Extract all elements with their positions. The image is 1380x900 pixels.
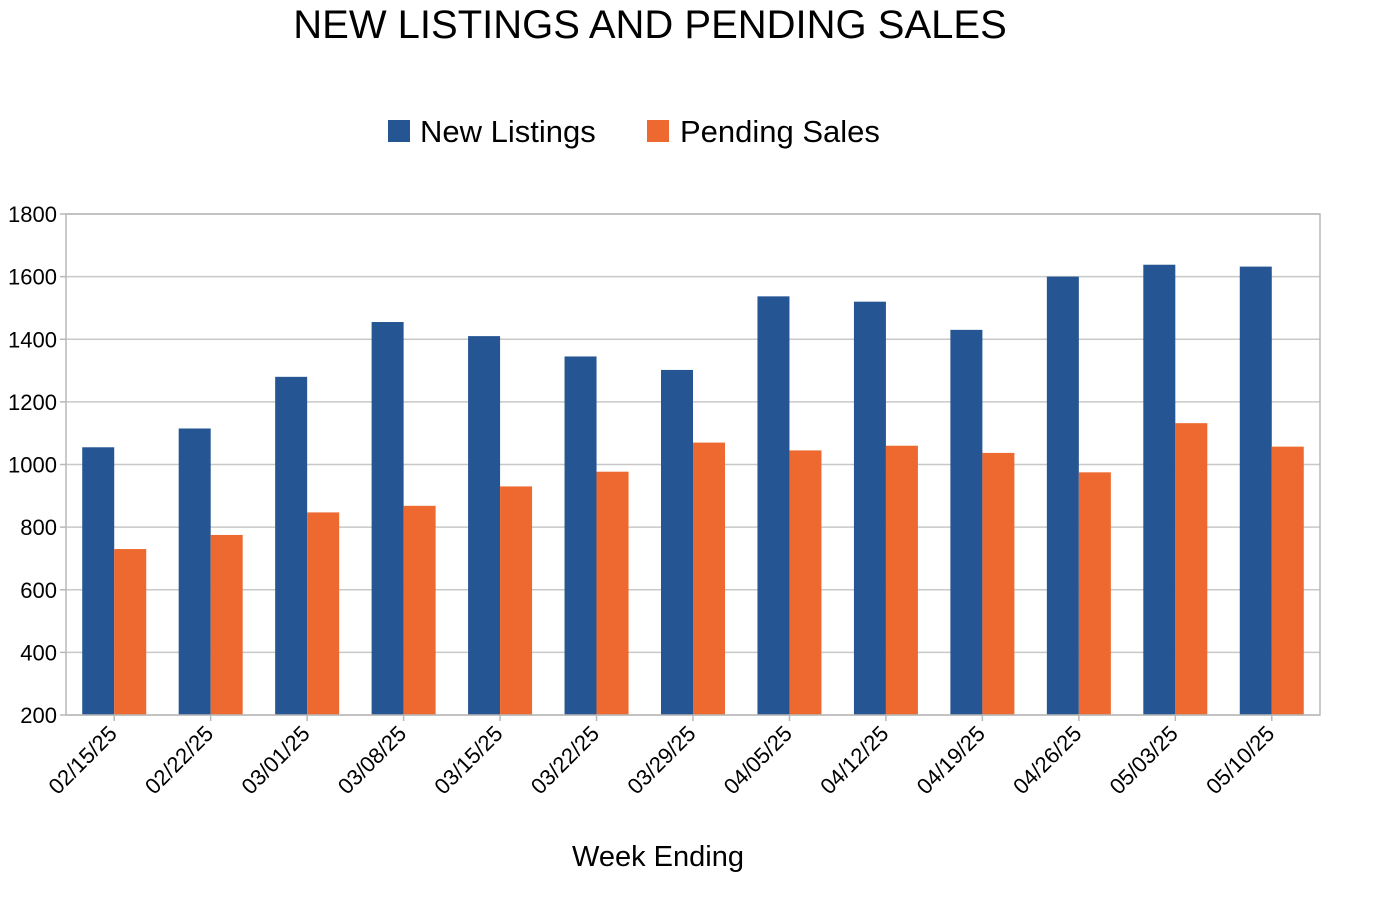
legend-label-new-listings: New Listings (420, 114, 596, 149)
bar-pending-sales (403, 505, 436, 715)
bar-new-listings (178, 428, 211, 715)
x-tick-label: 04/12/25 (815, 721, 893, 799)
x-tick-label: 04/05/25 (719, 721, 797, 799)
bar-new-listings (950, 329, 983, 715)
x-tick-label: 05/03/25 (1105, 721, 1183, 799)
x-tick-label: 03/29/25 (622, 721, 700, 799)
bar-pending-sales (596, 471, 629, 715)
legend-label-pending-sales: Pending Sales (680, 114, 880, 149)
y-tick-label: 200 (20, 703, 57, 728)
y-tick-label: 600 (20, 578, 57, 603)
bar-new-listings (468, 336, 501, 715)
y-tick-label: 1800 (8, 202, 57, 227)
x-tick-label: 04/19/25 (912, 721, 990, 799)
bar-new-listings (757, 296, 790, 715)
bars (82, 264, 1304, 715)
bar-pending-sales (1271, 446, 1304, 715)
y-tick-label: 1200 (8, 390, 57, 415)
x-tick-label: 02/22/25 (140, 721, 218, 799)
bar-pending-sales (210, 534, 243, 715)
bar-pending-sales (500, 486, 533, 715)
y-tick-label: 800 (20, 515, 57, 540)
bar-pending-sales (982, 452, 1015, 715)
legend-swatch-pending-sales (647, 120, 669, 142)
bar-new-listings (371, 322, 404, 715)
bar-pending-sales (693, 442, 725, 715)
x-tick-label: 03/22/25 (526, 721, 604, 799)
bar-pending-sales (885, 445, 918, 715)
chart-title: NEW LISTINGS AND PENDING SALES (293, 3, 1007, 47)
x-axis-label: Week Ending (572, 841, 744, 873)
bar-pending-sales (1175, 423, 1208, 715)
bar-new-listings (275, 376, 308, 715)
bar-new-listings (1143, 264, 1176, 715)
x-tick-label: 04/26/25 (1008, 721, 1086, 799)
y-axis-ticks: 200 400 600 800 1000 1200 1400 1600 1800 (8, 202, 66, 728)
x-axis-ticks: 02/15/25 02/22/25 03/01/25 03/08/25 03/15/25… (44, 715, 1279, 799)
x-tick-label: 03/08/25 (333, 721, 411, 799)
x-tick-label: 05/10/25 (1201, 721, 1279, 799)
y-tick-label: 1000 (8, 453, 57, 478)
bar-new-listings (82, 447, 115, 715)
chart-legend: New Listings Pending Sales (388, 114, 880, 149)
y-tick-label: 400 (20, 640, 57, 665)
bar-pending-sales (114, 549, 147, 715)
bar-new-listings (661, 369, 693, 715)
bar-new-listings (1046, 276, 1079, 715)
y-tick-label: 1400 (8, 327, 57, 352)
bar-new-listings (1239, 266, 1272, 715)
x-tick-label: 03/01/25 (236, 721, 314, 799)
y-tick-label: 1600 (8, 265, 57, 290)
bar-pending-sales (789, 450, 822, 715)
bar-pending-sales (307, 512, 340, 715)
bar-new-listings (853, 301, 886, 715)
bar-new-listings (564, 356, 597, 715)
bar-pending-sales (1078, 472, 1111, 715)
legend-swatch-new-listings (388, 120, 410, 142)
x-tick-label: 03/15/25 (429, 721, 507, 799)
x-tick-label: 02/15/25 (44, 721, 122, 799)
